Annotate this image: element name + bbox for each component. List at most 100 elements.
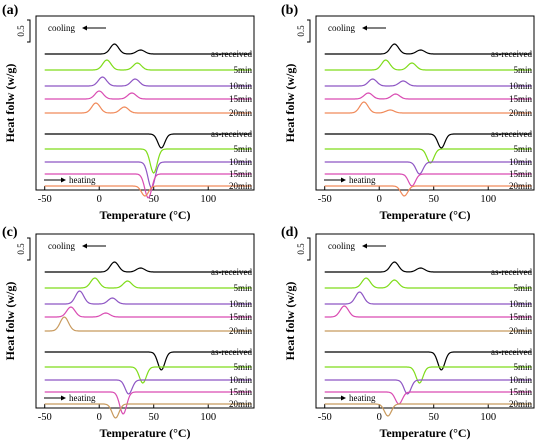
heat-curve-label: 20min [509, 399, 533, 409]
heat-curve-1 [324, 148, 532, 164]
plot-frame [35, 15, 255, 191]
x-tick-label: 0 [97, 194, 102, 205]
cool-curve-label: 20min [229, 326, 253, 336]
x-tick-label: 0 [377, 194, 382, 205]
panel-3: (c) Heat folw (w/g) -50 0 50 100 Temperature (… [2, 225, 255, 440]
cool-curve-0 [44, 261, 252, 273]
x-tick-label: -50 [38, 194, 52, 205]
heat-curve-2 [44, 161, 252, 189]
heat-curve-0 [44, 351, 252, 371]
heat-curve-label: 15min [509, 169, 533, 179]
x-tick-label: 50 [148, 412, 159, 423]
cool-curve-label: 5min [233, 65, 252, 75]
cool-curve-label: 10min [509, 81, 533, 91]
cool-curve-label: 20min [229, 108, 253, 118]
scale-bar [27, 237, 31, 261]
heat-curve-label: 10min [229, 375, 253, 385]
heat-curve-label: 20min [229, 181, 253, 191]
cool-curve-label: 15min [509, 94, 533, 104]
cool-curve-3 [44, 306, 252, 318]
heat-curve-label: as-received [211, 129, 252, 139]
cool-curve-label: 10min [509, 299, 533, 309]
heat-curve-4 [44, 185, 252, 197]
heat-curve-1 [44, 366, 252, 384]
x-tick-label: 50 [148, 194, 159, 205]
heat-curve-1 [324, 366, 532, 384]
heat-curve-label: 5min [513, 362, 532, 372]
heat-curve-label: 15min [509, 387, 533, 397]
cool-curve-0 [324, 43, 532, 55]
panel-4: (d) Heat folw (w/g) -50 0 50 100 Temperature (… [281, 225, 535, 440]
cool-curve-1 [324, 277, 532, 289]
heat-curve-3 [44, 391, 252, 415]
heat-curve-0 [324, 133, 532, 149]
heating-label: heating [349, 175, 376, 185]
y-axis-title: Heat folw (w/g) [283, 64, 297, 143]
cool-curve-3 [324, 305, 532, 318]
x-tick-label: 0 [97, 412, 102, 423]
heat-curve-label: 10min [509, 157, 533, 167]
heat-curve-label: 5min [233, 362, 252, 372]
heating-arrowhead [61, 395, 66, 401]
cool-curve-4 [44, 102, 252, 114]
plot-frame [315, 233, 535, 409]
cooling-label: cooling [328, 241, 355, 251]
x-tick-label: 50 [428, 412, 439, 423]
x-axis-title: Temperature (°C) [379, 208, 470, 222]
heat-curve-4 [324, 403, 532, 417]
scale-bar [307, 237, 311, 261]
x-tick-label: 100 [480, 412, 496, 423]
heat-curve-label: as-received [211, 347, 252, 357]
cool-curve-label: 10min [229, 299, 253, 309]
heating-label: heating [349, 393, 376, 403]
x-tick-label: 100 [200, 412, 216, 423]
cooling-label: cooling [328, 23, 355, 33]
cooling-arrowhead [82, 25, 87, 31]
heat-curve-label: 15min [229, 387, 253, 397]
cool-curve-2 [44, 290, 252, 305]
cool-curve-1 [324, 59, 532, 71]
x-axis-title: Temperature (°C) [99, 208, 190, 222]
heat-curve-label: 20min [509, 181, 533, 191]
panel-1: (a) Heat folw (w/g) -50 0 50 100 Temperature (… [2, 3, 255, 222]
scale-bar-label: 0.5 [16, 243, 26, 255]
cool-curve-2 [324, 78, 532, 87]
cool-curve-label: 5min [233, 283, 252, 293]
cool-curve-label: 15min [509, 312, 533, 322]
x-tick-label: 0 [377, 412, 382, 423]
heat-curve-2 [324, 379, 532, 395]
heat-curve-label: as-received [491, 347, 532, 357]
panel-label: (c) [2, 225, 18, 240]
heating-arrowhead [341, 177, 346, 183]
cool-curve-0 [324, 261, 532, 273]
cooling-arrowhead [362, 25, 367, 31]
cool-curve-2 [44, 76, 252, 87]
heat-curve-label: 10min [229, 157, 253, 167]
scale-bar-label: 0.5 [296, 25, 306, 37]
cool-curve-label: as-received [491, 49, 532, 59]
y-axis-title: Heat folw (w/g) [283, 282, 297, 361]
cool-curve-1 [44, 59, 252, 71]
cool-curve-label: 5min [513, 65, 532, 75]
heat-curve-label: 5min [513, 144, 532, 154]
heat-curve-4 [324, 185, 532, 197]
cool-curve-label: 20min [509, 108, 533, 118]
x-tick-label: -50 [38, 412, 52, 423]
heat-curve-label: 20min [229, 399, 253, 409]
x-tick-label: 50 [428, 194, 439, 205]
cooling-arrowhead [362, 243, 367, 249]
cool-curve-0 [44, 43, 252, 55]
x-axis-title: Temperature (°C) [99, 426, 190, 440]
x-axis-title: Temperature (°C) [379, 426, 470, 440]
cool-curve-label: as-received [211, 49, 252, 59]
heating-arrowhead [61, 177, 66, 183]
heat-curve-label: 10min [509, 375, 533, 385]
cool-curve-label: as-received [491, 267, 532, 277]
scale-bar-label: 0.5 [296, 243, 306, 255]
plot-frame [35, 233, 255, 409]
y-axis-title: Heat folw (w/g) [3, 64, 17, 143]
plot-frame [315, 15, 535, 191]
cool-curve-4 [324, 101, 532, 114]
cool-curve-label: 5min [513, 283, 532, 293]
heating-arrowhead [341, 395, 346, 401]
